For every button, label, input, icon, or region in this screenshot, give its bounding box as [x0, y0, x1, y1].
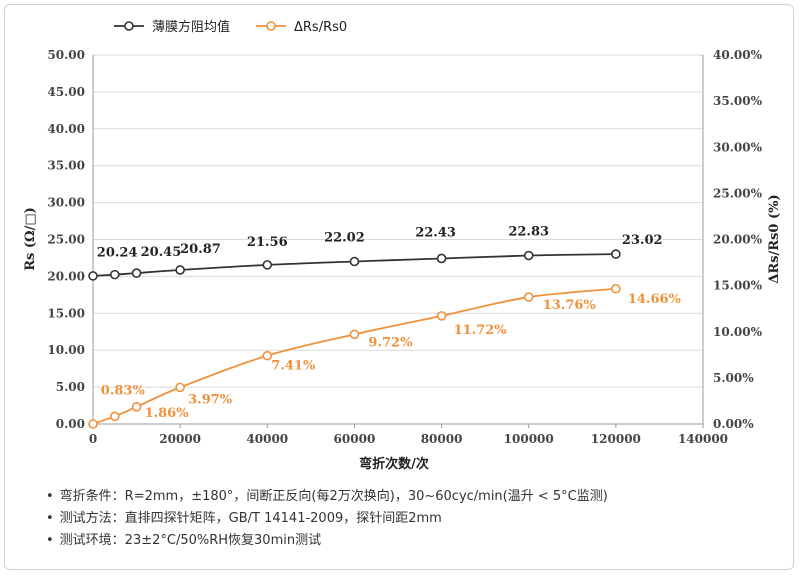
y-left-tick-label: 45.00: [47, 85, 85, 99]
x-axis-label: 弯折次数/次: [359, 456, 429, 472]
series-0-data-label: 21.56: [247, 235, 288, 250]
series-lines: [92, 253, 616, 425]
y-left-tick-label: 35.00: [47, 159, 85, 173]
y-left-tick-label: 40.00: [47, 122, 85, 136]
series-0-data-label: 22.83: [508, 225, 549, 240]
series-0-point: [349, 256, 360, 267]
legend-label-1: ΔRs/Rs0: [294, 20, 347, 35]
series-0-point: [109, 269, 120, 280]
y-left-tick-label: 25.00: [47, 233, 85, 247]
series-1-point: [131, 402, 142, 412]
y-right-tick-label: 0.00%: [713, 417, 754, 431]
note-item: • 弯折条件：R=2mm，±180°，间断正反向(每2万次换向)，30~60cyc…: [46, 486, 608, 508]
series-1-data-label: 13.76%: [543, 298, 597, 313]
series-1-point: [436, 311, 447, 321]
series-1-point: [523, 292, 534, 302]
y-right-tick-label: 15.00%: [713, 279, 763, 293]
y-left-tick-label: 10.00: [47, 343, 85, 357]
legend-marker-1: [266, 21, 276, 31]
series-0-data-label: 20.24: [97, 246, 138, 261]
series-1-point: [349, 329, 360, 340]
series-1-point: [262, 350, 273, 361]
y-right-tick-label: 20.00%: [713, 233, 763, 247]
series-1-point: [88, 419, 98, 429]
series-1-data-label: 1.86%: [145, 406, 190, 421]
chart: 0.00 5.00 10.00 15.00 20.00 25.00 30.00 35.00 40…: [23, 19, 782, 472]
series-0-point: [88, 271, 98, 281]
x-tick-label: 80000: [421, 432, 463, 446]
y-right-tick-label: 25.00%: [713, 186, 763, 200]
figure-frame: [4, 4, 794, 570]
series-0-point: [523, 250, 534, 261]
legend-label-0: 薄膜方阻均值: [152, 19, 230, 35]
note-bending-conditions: 弯折条件：R=2mm，±180°，间断正反向(每2万次换向)，30~60cyc/…: [59, 489, 608, 504]
note-test-environment: 测试环境：23±2°C/50%RH恢复30min测试: [59, 533, 322, 548]
x-tick-label: 0: [89, 432, 97, 446]
y-right-tick-label: 40.00%: [713, 48, 763, 62]
series-0-data-label: 20.87: [180, 242, 221, 257]
x-tick-label: 100000: [504, 432, 554, 446]
y-left-tick-label: 30.00: [47, 196, 85, 210]
series-0-point: [131, 268, 142, 278]
series-1-point: [611, 283, 621, 294]
series-0-data-label: 22.43: [415, 225, 456, 240]
series-1-data-label: 9.72%: [368, 335, 413, 350]
note-item: • 测试方法：直排四探针矩阵，GB/T 14141-2009，探针间距2mm: [46, 508, 608, 530]
series-1-point: [109, 411, 120, 422]
y-right-tick-label: 30.00%: [713, 140, 763, 154]
tick-labels: 0.00 5.00 10.00 15.00 20.00 25.00 30.00 35.00 40…: [47, 48, 762, 446]
series-0-point: [436, 253, 447, 264]
series-1-data-label: 7.41%: [271, 359, 316, 374]
series-1-data-label: 11.72%: [454, 323, 508, 338]
series-1-data-label: 14.66%: [628, 292, 682, 307]
notes-list: • 弯折条件：R=2mm，±180°，间断正反向(每2万次换向)，30~60cyc…: [46, 486, 608, 552]
y-right-tick-label: 35.00%: [713, 94, 763, 108]
note-test-method: 测试方法：直排四探针矩阵，GB/T 14141-2009，探针间距2mm: [59, 511, 442, 526]
y-left-tick-label: 50.00: [47, 48, 85, 62]
gridlines: [93, 54, 703, 425]
series-0-point: [262, 260, 273, 270]
series-0-point: [611, 249, 621, 259]
series-0-data-label: 22.02: [324, 230, 365, 245]
series-1-data-label: 3.97%: [188, 392, 233, 407]
series-0-data-label: 20.45: [141, 245, 182, 260]
y-left-tick-label: 20.00: [47, 269, 85, 283]
bullet: •: [46, 533, 54, 548]
series-0-point: [175, 265, 185, 275]
y-right-tick-label: 10.00%: [713, 325, 763, 339]
note-item: • 测试环境：23±2°C/50%RH恢复30min测试: [46, 530, 608, 552]
series-1-point: [175, 382, 185, 393]
y-left-tick-label: 5.00: [56, 380, 85, 394]
series-line-0: [92, 253, 616, 277]
y-left-tick-label: 15.00: [47, 306, 85, 320]
y-axis-right-label: ΔRs/Rs0 (%): [767, 194, 782, 283]
x-tick-label: 140000: [678, 432, 728, 446]
series-1-data-label: 0.83%: [101, 383, 146, 398]
series-line-1: [92, 287, 616, 425]
y-left-tick-label: 0.00: [56, 417, 85, 431]
x-tick-label: 120000: [591, 432, 641, 446]
bullet: •: [46, 511, 54, 526]
x-tick-label: 20000: [159, 432, 201, 446]
legend: 薄膜方阻均值 ΔRs/Rs0: [114, 19, 347, 35]
legend-marker-0: [124, 21, 134, 31]
x-tick-label: 60000: [334, 432, 376, 446]
y-axis-left-label: Rs (Ω/□): [23, 207, 38, 271]
y-right-tick-label: 5.00%: [713, 371, 754, 385]
series-points: [88, 249, 621, 429]
x-tick-label: 40000: [246, 432, 288, 446]
series-0-data-label: 23.02: [622, 233, 663, 248]
bullet: •: [46, 489, 54, 504]
axes: [92, 55, 704, 428]
